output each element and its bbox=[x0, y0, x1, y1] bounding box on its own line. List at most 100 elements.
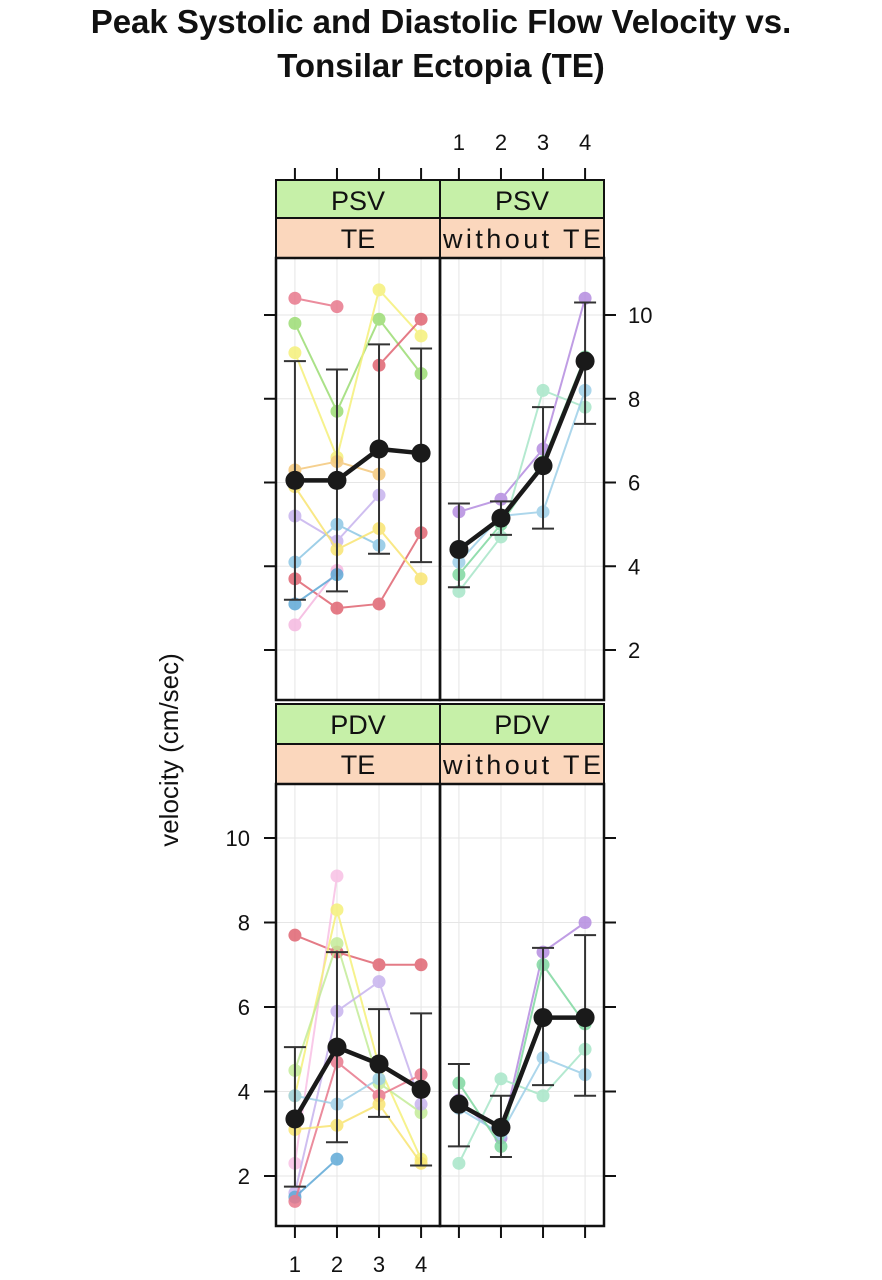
subject-point bbox=[330, 937, 344, 951]
subject-point bbox=[288, 316, 302, 330]
subject-point bbox=[372, 958, 386, 972]
mean-point bbox=[575, 351, 595, 371]
subject-point bbox=[372, 283, 386, 297]
subject-point bbox=[330, 903, 344, 917]
mean-line bbox=[294, 446, 422, 483]
mean-point bbox=[491, 508, 511, 528]
y-tick-label-left: 4 bbox=[238, 1080, 250, 1105]
subject-point bbox=[452, 1156, 466, 1170]
strip-measure-label: PDV bbox=[494, 710, 550, 740]
y-tick-label-left: 6 bbox=[238, 995, 250, 1020]
subject-line-segment bbox=[336, 460, 380, 476]
y-tick-label-right: 4 bbox=[628, 554, 640, 579]
subject-point bbox=[414, 312, 428, 326]
subject-line-segment bbox=[500, 448, 544, 500]
subject-line-segment bbox=[294, 515, 338, 542]
subject-line-segment bbox=[294, 486, 338, 551]
subject-line-segment bbox=[293, 943, 338, 1071]
subject-line-segment bbox=[336, 318, 380, 412]
mean-point bbox=[411, 1079, 431, 1099]
subject-line-segment bbox=[336, 909, 380, 1067]
subject-line-segment bbox=[378, 527, 422, 580]
strip-measure-label: PSV bbox=[495, 186, 549, 216]
subject-series bbox=[288, 975, 428, 1200]
subject-point bbox=[288, 291, 302, 305]
subject-line-segment bbox=[378, 532, 422, 605]
subject-point bbox=[372, 597, 386, 611]
x-tick-label-top: 3 bbox=[537, 130, 549, 155]
y-tick-label-left: 10 bbox=[226, 826, 250, 851]
subject-line-segment bbox=[378, 318, 422, 375]
subject-point bbox=[330, 1152, 344, 1166]
subject-line-segment bbox=[542, 297, 587, 450]
subject-line-segment bbox=[336, 494, 380, 542]
strip-group-label: TE bbox=[341, 224, 376, 254]
subject-line-segment bbox=[500, 1077, 544, 1097]
panel-border bbox=[438, 782, 606, 1228]
subject-point bbox=[372, 312, 386, 326]
strip-group-label: TE bbox=[341, 750, 376, 780]
subject-line-segment bbox=[294, 1158, 338, 1198]
subject-line-segment bbox=[336, 1061, 380, 1097]
subject-point bbox=[414, 329, 428, 343]
subject-point bbox=[494, 1072, 508, 1086]
panel-psv-te: PSV TE bbox=[274, 179, 442, 702]
subject-point bbox=[330, 869, 344, 883]
mean-point bbox=[533, 456, 553, 476]
subject-line-segment bbox=[458, 523, 502, 576]
subject-line-segment bbox=[542, 1056, 586, 1076]
x-tick-label-top: 4 bbox=[579, 130, 591, 155]
subject-series bbox=[288, 526, 428, 615]
strip-measure-label: PDV bbox=[330, 710, 386, 740]
subject-series bbox=[288, 903, 428, 1166]
subject-point bbox=[414, 958, 428, 972]
x-tick-label-bottom: 3 bbox=[373, 1252, 385, 1277]
subject-series bbox=[288, 312, 428, 418]
strip-group bbox=[439, 217, 605, 259]
subject-line-segment bbox=[336, 602, 380, 610]
subject-line-segment bbox=[336, 289, 380, 458]
subject-point bbox=[536, 1089, 550, 1103]
mean-point bbox=[449, 540, 469, 559]
subject-line-segment bbox=[294, 297, 338, 308]
strip-measure bbox=[439, 703, 605, 745]
subject-line-segment bbox=[294, 577, 338, 609]
subject-series bbox=[452, 958, 592, 1153]
subject-line-segment bbox=[378, 1065, 422, 1160]
subject-point bbox=[288, 618, 302, 632]
x-tick-label-bottom: 1 bbox=[289, 1252, 301, 1277]
y-axis-label: velocity (cm/sec) bbox=[154, 653, 184, 847]
subject-line-segment bbox=[378, 1103, 422, 1164]
subject-point bbox=[494, 492, 508, 506]
subject-point bbox=[578, 916, 592, 929]
mean-series bbox=[447, 934, 597, 1158]
subject-point bbox=[494, 530, 508, 544]
strip-measure-label: PSV bbox=[331, 186, 385, 216]
subject-line-segment bbox=[336, 1103, 380, 1127]
subject-line-segment bbox=[378, 318, 422, 366]
mean-series bbox=[283, 343, 433, 601]
mean-point bbox=[575, 1008, 595, 1028]
y-tick-label-right: 2 bbox=[628, 638, 640, 663]
subject-line-segment bbox=[500, 964, 544, 1147]
subject-point bbox=[288, 928, 302, 942]
subject-line-segment bbox=[542, 390, 587, 513]
subject-line-segment bbox=[378, 1082, 422, 1114]
y-tick-label-right: 8 bbox=[628, 387, 640, 412]
subject-point bbox=[372, 975, 386, 989]
strip-measure bbox=[439, 179, 605, 219]
y-tick-label-right: 6 bbox=[628, 471, 640, 496]
y-tick-label-left: 2 bbox=[238, 1164, 250, 1189]
subject-line-segment bbox=[293, 909, 338, 1096]
subject-line-segment bbox=[294, 1124, 338, 1131]
subject-line-segment bbox=[378, 289, 422, 337]
subject-series bbox=[288, 283, 428, 464]
mean-series bbox=[283, 951, 433, 1188]
chart-title: Peak Systolic and Diastolic Flow Velocit… bbox=[0, 0, 882, 88]
subject-point bbox=[414, 572, 428, 586]
strip-measure bbox=[275, 703, 441, 745]
y-tick-label-left: 8 bbox=[238, 911, 250, 936]
subject-point bbox=[288, 1194, 302, 1208]
chart-title-line-2: Tonsilar Ectopia (TE) bbox=[277, 47, 605, 84]
